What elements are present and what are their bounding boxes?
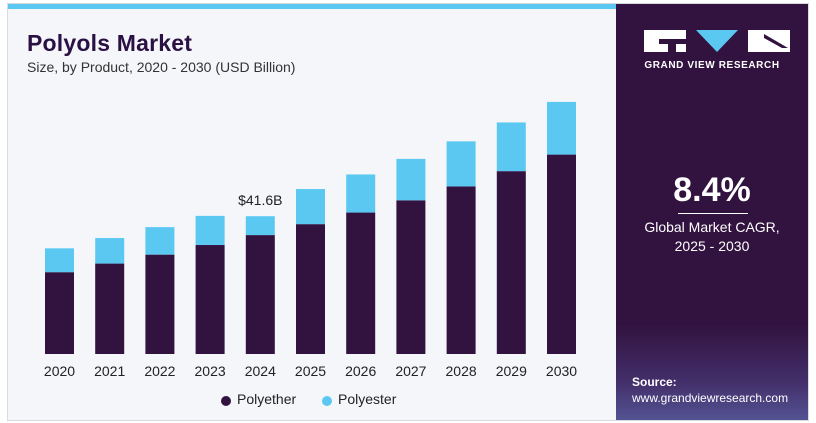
x-tick-2029: 2029 bbox=[496, 363, 527, 379]
bar-polyether-2027 bbox=[396, 200, 426, 354]
cagr-label: Global Market CAGR, 2025 - 2030 bbox=[616, 218, 808, 256]
bar-polyester-2022 bbox=[145, 227, 175, 255]
bar-polyester-2020 bbox=[45, 248, 74, 273]
legend-swatch-polyether bbox=[221, 396, 231, 406]
bar-polyester-2029 bbox=[496, 122, 526, 172]
chart-title: Polyols Market bbox=[27, 30, 193, 56]
source-label: Source: bbox=[632, 375, 677, 389]
bar-polyether-2026 bbox=[346, 212, 376, 354]
brand-logo bbox=[644, 30, 790, 52]
bar-polyester-2023 bbox=[195, 215, 225, 246]
bar-polyester-2024 bbox=[245, 216, 275, 236]
chart-legend: Polyether Polyester bbox=[8, 391, 616, 411]
chart-card: Polyols Market Size, by Product, 2020 - … bbox=[7, 3, 809, 421]
bar-polyether-2022 bbox=[145, 254, 175, 354]
side-panel: GRAND VIEW RESEARCH 8.4% Global Market C… bbox=[616, 4, 808, 420]
bar-chart: 2020 2021 2022 2023 2024 $41.6B 2025 2026 2027 20… bbox=[44, 101, 577, 379]
bar-polyether-2028 bbox=[446, 186, 476, 354]
bar-polyester-2028 bbox=[446, 141, 476, 187]
legend-swatch-polyester bbox=[322, 396, 332, 406]
bar-polyether-2025 bbox=[296, 224, 325, 354]
cagr-label-line1: Global Market CAGR, bbox=[644, 219, 780, 235]
bar-polyether-2029 bbox=[496, 171, 526, 354]
accent-stripe bbox=[8, 4, 616, 9]
chart-area: Polyols Market Size, by Product, 2020 - … bbox=[8, 9, 616, 420]
x-tick-2023: 2023 bbox=[195, 363, 226, 379]
brand-name: GRAND VIEW RESEARCH bbox=[644, 60, 780, 71]
x-tick-2025: 2025 bbox=[295, 363, 326, 379]
legend-label-polyester: Polyester bbox=[338, 391, 397, 407]
bar-polyether-2021 bbox=[95, 263, 125, 354]
bar-polyester-2025 bbox=[296, 189, 325, 225]
x-tick-2020: 2020 bbox=[44, 363, 75, 379]
chart-subtitle: Size, by Product, 2020 - 2030 (USD Billi… bbox=[27, 59, 296, 75]
bar-polyester-2030 bbox=[547, 101, 576, 155]
x-tick-2030: 2030 bbox=[546, 363, 577, 379]
x-tick-2022: 2022 bbox=[144, 363, 175, 379]
panel-gradient bbox=[616, 324, 808, 420]
x-tick-2024: 2024 bbox=[245, 363, 276, 379]
bar-polyester-2021 bbox=[95, 238, 125, 264]
bar-polyester-2027 bbox=[396, 158, 426, 201]
bar-polyether-2020 bbox=[45, 272, 74, 354]
bar-polyether-2024 bbox=[245, 235, 275, 354]
x-tick-2026: 2026 bbox=[345, 363, 376, 379]
cagr-divider bbox=[678, 213, 748, 214]
bar-polyether-2030 bbox=[547, 154, 576, 354]
legend-label-polyether: Polyether bbox=[237, 391, 297, 407]
bar-polyester-2026 bbox=[346, 174, 376, 213]
x-tick-2028: 2028 bbox=[446, 363, 477, 379]
x-tick-2021: 2021 bbox=[94, 363, 125, 379]
data-label-2024: $41.6B bbox=[238, 192, 282, 208]
cagr-value: 8.4% bbox=[673, 171, 751, 209]
x-tick-2027: 2027 bbox=[395, 363, 426, 379]
source-link[interactable]: www.grandviewresearch.com bbox=[632, 391, 789, 405]
bar-polyether-2023 bbox=[195, 245, 225, 354]
cagr-label-line2: 2025 - 2030 bbox=[674, 238, 750, 254]
